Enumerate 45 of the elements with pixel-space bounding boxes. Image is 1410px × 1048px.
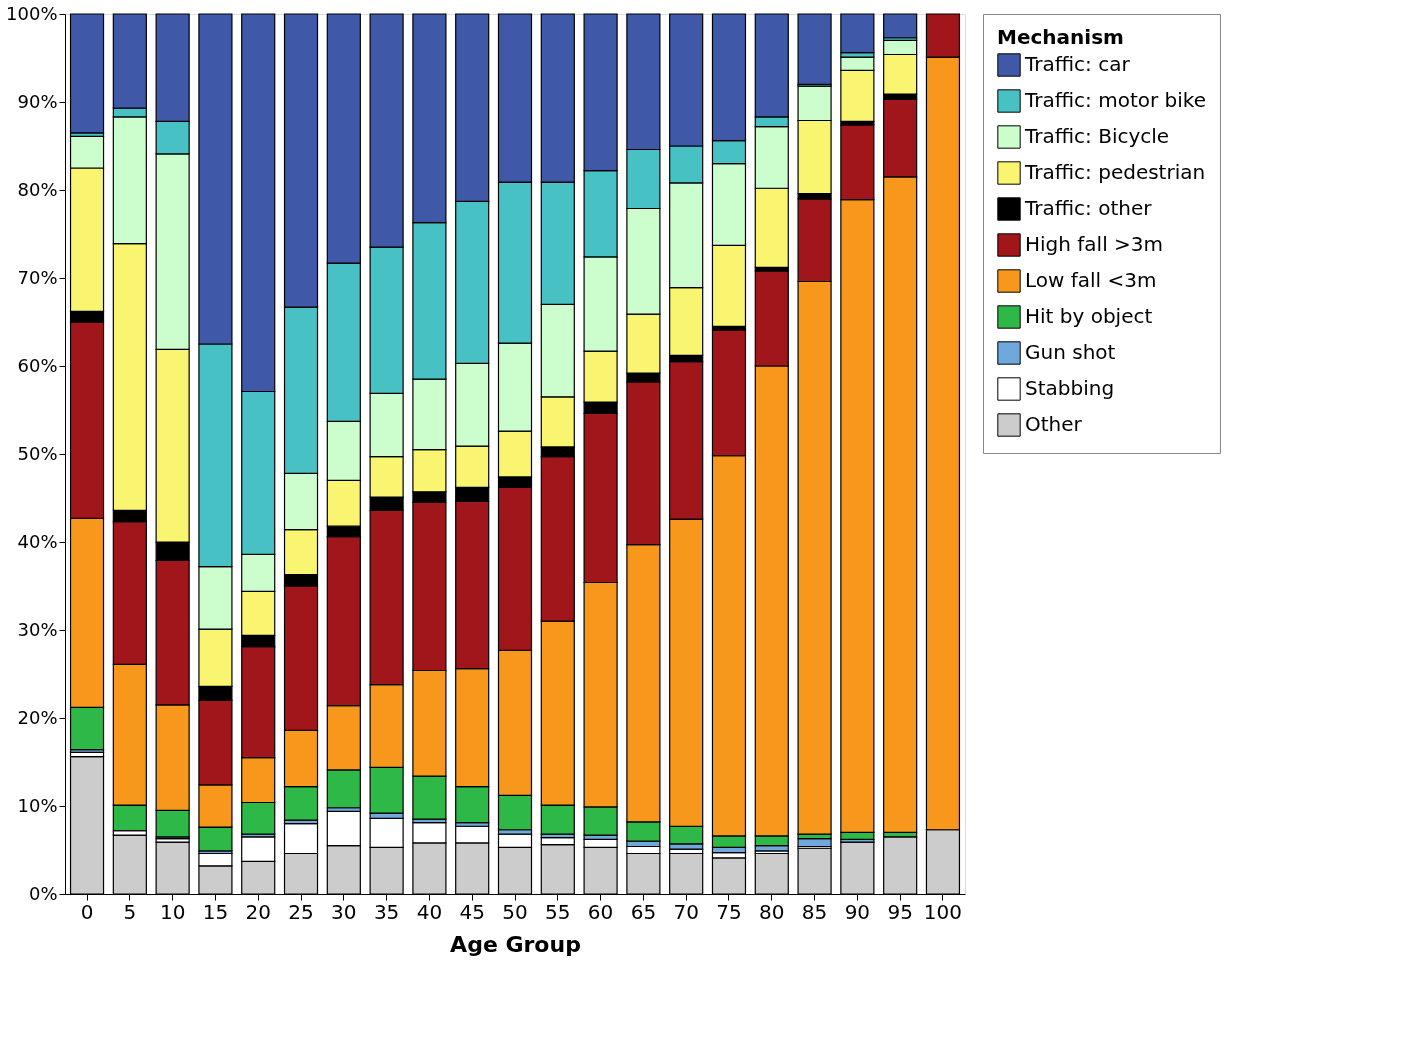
y-tick-label: 20%: [17, 706, 58, 728]
y-tick-label: 0%: [28, 882, 58, 904]
x-tick-label: 0: [80, 899, 94, 924]
legend-label: Hit by object: [1025, 304, 1153, 328]
y-tick-label: 50%: [17, 442, 58, 464]
x-tick-label: 20: [245, 899, 271, 924]
x-tick-label: 45: [459, 899, 485, 924]
x-tick-label: 55: [545, 899, 571, 924]
x-tick-label: 80: [759, 899, 785, 924]
legend-label: Traffic: other: [1024, 196, 1153, 220]
x-tick-label: 75: [716, 899, 742, 924]
y-tick-label: 80%: [17, 178, 58, 200]
y-tick-label: 40%: [17, 530, 58, 552]
x-tick-label: 85: [801, 899, 828, 924]
x-tick-label: 50: [502, 899, 528, 924]
x-tick-label: 15: [202, 899, 229, 924]
y-tick-label: 60%: [17, 354, 58, 376]
y-tick-label: 100%: [6, 2, 58, 24]
legend-title: Mechanism: [997, 25, 1124, 49]
x-tick-label: 35: [373, 899, 400, 924]
legend-label: Traffic: motor bike: [1024, 88, 1206, 112]
y-tick-label: 70%: [17, 266, 58, 288]
y-tick-label: 10%: [17, 794, 58, 816]
x-tick-label: 5: [123, 899, 137, 924]
legend-label: Traffic: car: [1024, 52, 1131, 76]
y-tick-label: 30%: [17, 618, 58, 640]
x-axis-title: Age Group: [450, 931, 581, 957]
x-tick-label: 90: [844, 899, 871, 924]
legend-label: Traffic: Bicycle: [1024, 124, 1170, 148]
x-tick-label: 95: [887, 899, 913, 924]
x-tick-label: 65: [630, 899, 657, 924]
legend-label: Traffic: pedestrian: [1024, 160, 1206, 184]
legend-label: Low fall <3m: [1025, 268, 1157, 292]
legend-label: Gun shot: [1025, 340, 1116, 364]
x-tick-label: 40: [416, 899, 443, 924]
x-tick-label: 100: [923, 899, 963, 924]
x-tick-label: 10: [159, 899, 186, 924]
x-tick-label: 25: [288, 899, 314, 924]
y-tick-label: 90%: [17, 90, 58, 112]
legend-label: High fall >3m: [1025, 232, 1164, 256]
x-tick-label: 60: [587, 899, 614, 924]
legend-label: Other: [1025, 412, 1083, 436]
legend-label: Stabbing: [1025, 376, 1115, 400]
x-tick-label: 30: [331, 899, 357, 924]
x-tick-label: 70: [673, 899, 699, 924]
